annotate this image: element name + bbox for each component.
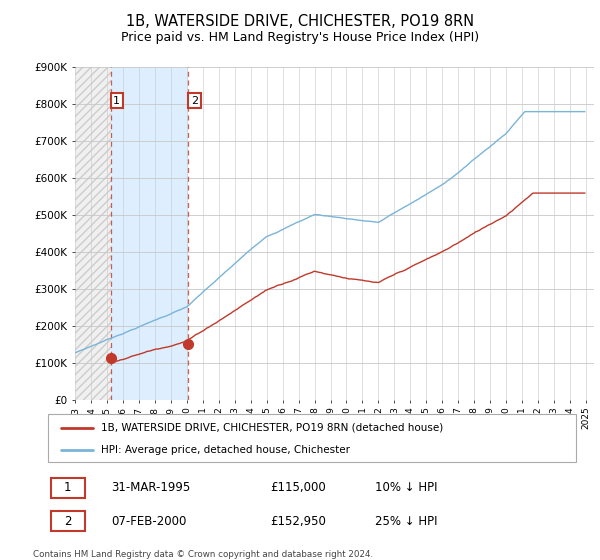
Text: 2: 2 [191, 96, 198, 105]
Text: 2: 2 [64, 515, 71, 528]
Text: HPI: Average price, detached house, Chichester: HPI: Average price, detached house, Chic… [101, 445, 350, 455]
Text: 07-FEB-2000: 07-FEB-2000 [112, 515, 187, 528]
Text: 1: 1 [113, 96, 121, 105]
Text: 31-MAR-1995: 31-MAR-1995 [112, 481, 191, 494]
FancyBboxPatch shape [50, 478, 85, 498]
Text: 1B, WATERSIDE DRIVE, CHICHESTER, PO19 8RN: 1B, WATERSIDE DRIVE, CHICHESTER, PO19 8R… [126, 14, 474, 29]
Text: 25% ↓ HPI: 25% ↓ HPI [376, 515, 438, 528]
FancyBboxPatch shape [50, 511, 85, 531]
Bar [75, 67, 111, 400]
Text: £115,000: £115,000 [270, 481, 326, 494]
Text: 10% ↓ HPI: 10% ↓ HPI [376, 481, 438, 494]
Text: 1: 1 [64, 481, 71, 494]
Text: Price paid vs. HM Land Registry's House Price Index (HPI): Price paid vs. HM Land Registry's House … [121, 31, 479, 44]
Text: Contains HM Land Registry data © Crown copyright and database right 2024.
This d: Contains HM Land Registry data © Crown c… [33, 550, 373, 560]
Text: 1B, WATERSIDE DRIVE, CHICHESTER, PO19 8RN (detached house): 1B, WATERSIDE DRIVE, CHICHESTER, PO19 8R… [101, 423, 443, 433]
Bar [111, 67, 188, 400]
FancyBboxPatch shape [48, 414, 576, 462]
Text: £152,950: £152,950 [270, 515, 326, 528]
